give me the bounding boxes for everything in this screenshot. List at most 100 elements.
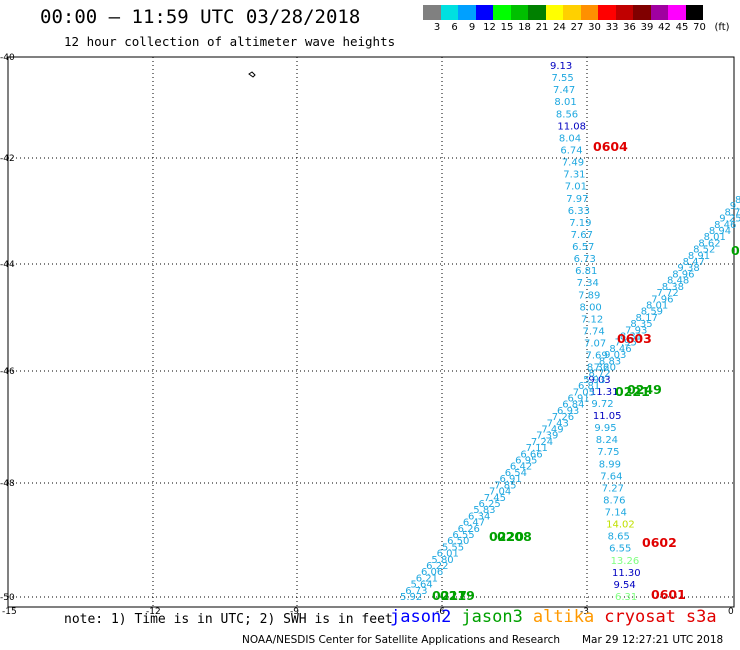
island-outline	[248, 71, 256, 78]
track-value: 7.89	[578, 290, 600, 301]
track-value: 6.81	[575, 266, 597, 277]
satellite-name: jason2	[390, 607, 452, 627]
track-value: 7.72	[656, 288, 678, 299]
lat-label: -40	[0, 53, 15, 63]
track-value: 9.03	[604, 350, 626, 361]
track-value: 7.96	[651, 294, 673, 305]
track-value: 7.39	[536, 431, 558, 442]
track-value: 8.35	[630, 319, 652, 330]
track-value: 7.69	[585, 351, 607, 362]
track-value: 6.31	[615, 592, 637, 603]
legend-label: 45	[675, 22, 689, 33]
pass-label: 0603	[617, 331, 652, 346]
track-value: 7.67	[571, 230, 593, 241]
track-value: 9.13	[550, 61, 572, 72]
track-value: 9.54	[614, 580, 636, 591]
legend-swatch	[528, 5, 546, 20]
track-value: 8.96	[672, 269, 694, 280]
legend-swatch	[545, 5, 563, 20]
legend-swatch	[668, 5, 686, 20]
track-value: 7.43	[547, 418, 569, 429]
legend-label: 3	[433, 22, 441, 33]
track-value: 8.01	[646, 300, 668, 311]
lat-label: -50	[0, 593, 15, 603]
track-value: 7.75	[597, 447, 619, 458]
lon-label: -6	[436, 607, 445, 617]
legend-swatch	[475, 5, 493, 20]
track-value: 8.46	[609, 344, 631, 355]
track-value: 6.33	[568, 206, 590, 217]
track-value: 6.91	[568, 394, 590, 405]
track-value: 8.99	[599, 459, 621, 470]
track-value: 8.24	[596, 435, 618, 446]
satellite-name: altika	[532, 607, 595, 627]
track-value: 8.72	[588, 369, 610, 380]
track-value: 6.06	[421, 567, 443, 578]
track-value: 8.52	[693, 245, 715, 256]
satellite-name: s3a	[685, 607, 717, 627]
pass-label: 0604	[593, 139, 628, 154]
pass-label: 0219	[440, 588, 475, 603]
track-value: 6.22	[426, 561, 448, 572]
track-value: 8.62	[698, 238, 720, 249]
track-value: 6.55	[609, 544, 631, 555]
legend-label: 30	[588, 22, 601, 33]
track-value: 7.27	[602, 483, 624, 494]
pass-label: 0221	[615, 384, 650, 399]
track-value: 7.11	[526, 443, 548, 454]
track-value: 6.21	[416, 573, 438, 584]
legend-swatch	[440, 5, 458, 20]
legend-swatch	[615, 5, 633, 20]
track-value: 7.85	[494, 480, 516, 491]
track-value: 6.34	[468, 511, 490, 522]
track-value: 7.26	[552, 412, 574, 423]
legend-label: 9	[468, 22, 476, 33]
track-value: 8.31	[620, 331, 642, 342]
track-value: 8.38	[662, 282, 684, 293]
track-value: 6.54	[505, 468, 527, 479]
track-value: 13.26	[611, 556, 640, 567]
legend-label: 18	[518, 22, 531, 33]
track-value: 7.74	[583, 327, 605, 338]
track-value: 7.47	[553, 85, 575, 96]
track-value: 14.02	[606, 520, 635, 531]
track-value: 6.42	[510, 462, 532, 473]
track-value: 8.83	[599, 356, 621, 367]
satellite-name: jason3	[461, 607, 523, 627]
track-value: 6.50	[447, 536, 469, 547]
track-value: 5.93	[583, 375, 605, 386]
legend-label: 6	[451, 22, 458, 33]
lat-label: -44	[0, 260, 15, 270]
legend-swatch	[580, 5, 598, 20]
legend-swatch	[685, 5, 703, 20]
pass-label: 0	[731, 243, 740, 258]
timestamp-text: Mar 29 12:27:21 UTC 2018	[582, 634, 724, 646]
lon-label: -15	[2, 607, 17, 617]
track-value: 6.93	[557, 406, 579, 417]
track-value: 7.07	[584, 339, 606, 350]
track-value: 7.34	[577, 278, 599, 289]
track-value: 9.03	[588, 375, 610, 386]
legend-swatch	[563, 5, 581, 20]
pass-label: 0217	[432, 588, 467, 603]
track-value: 6.73	[405, 586, 427, 597]
legend-swatch	[633, 5, 651, 20]
track-value: 7.12	[581, 314, 603, 325]
track-value: 9.38	[677, 263, 699, 274]
grid-lines	[8, 57, 734, 607]
track-value: 11.31	[590, 387, 619, 398]
track-value: 8.75	[725, 207, 740, 218]
track-value: 5.64	[410, 580, 432, 591]
lat-label: -42	[0, 154, 15, 164]
lon-label: 0	[728, 607, 734, 617]
legend-swatch	[493, 5, 511, 20]
track-value: 5.55	[442, 542, 464, 553]
track-values: 9.137.557.478.018.5611.088.046.747.497.3…	[400, 61, 740, 603]
axis-labels: -40 -42 -44 -46 -48 -50 -15 -12 -9 -6 -3 0	[0, 53, 734, 617]
pass-label: 0601	[651, 587, 686, 602]
track-value: 8.94	[709, 226, 731, 237]
track-value: 8.91	[688, 251, 710, 262]
track-value: 7.31	[563, 170, 585, 181]
track-value: 6.95	[515, 456, 537, 467]
